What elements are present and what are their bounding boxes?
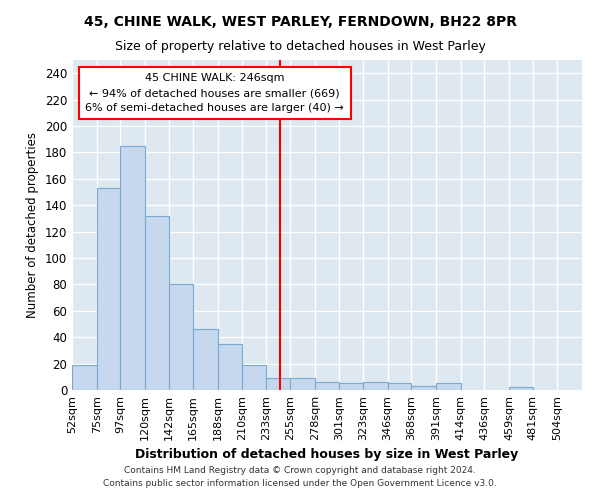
Bar [266, 378, 290, 390]
Text: 45, CHINE WALK, WEST PARLEY, FERNDOWN, BH22 8PR: 45, CHINE WALK, WEST PARLEY, FERNDOWN, B… [83, 15, 517, 29]
Bar [121, 146, 145, 390]
Y-axis label: Number of detached properties: Number of detached properties [26, 132, 39, 318]
Bar [314, 382, 340, 390]
Bar [72, 365, 97, 390]
Text: Contains HM Land Registry data © Crown copyright and database right 2024.
Contai: Contains HM Land Registry data © Crown c… [103, 466, 497, 487]
Bar [436, 384, 461, 390]
Text: 45 CHINE WALK: 246sqm
← 94% of detached houses are smaller (669)
6% of semi-deta: 45 CHINE WALK: 246sqm ← 94% of detached … [85, 73, 344, 113]
Bar [97, 188, 121, 390]
Bar [411, 386, 436, 390]
Text: Size of property relative to detached houses in West Parley: Size of property relative to detached ho… [115, 40, 485, 53]
Bar [169, 284, 193, 390]
Bar [290, 378, 314, 390]
Bar [193, 330, 218, 390]
Bar [388, 384, 411, 390]
Bar [340, 384, 363, 390]
Bar [145, 216, 169, 390]
X-axis label: Distribution of detached houses by size in West Parley: Distribution of detached houses by size … [136, 448, 518, 462]
Bar [218, 344, 242, 390]
Bar [242, 365, 266, 390]
Bar [363, 382, 388, 390]
Bar [509, 388, 533, 390]
